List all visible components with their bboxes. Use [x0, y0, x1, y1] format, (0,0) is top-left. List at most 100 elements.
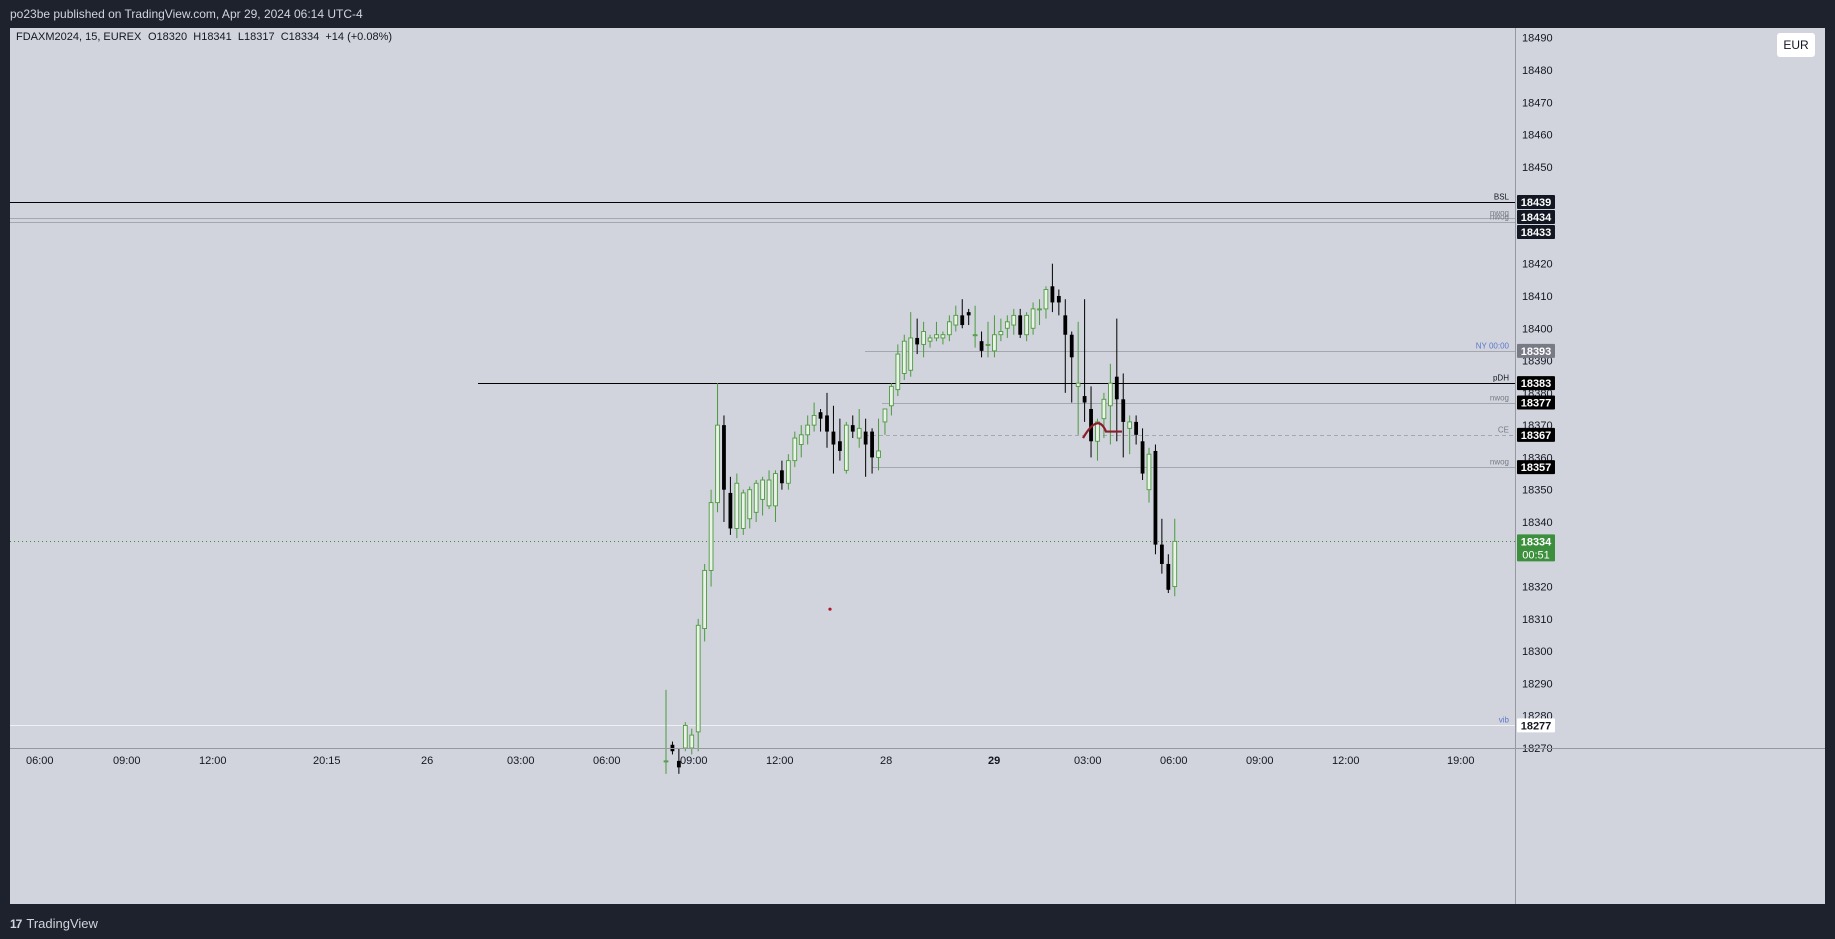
candle-up — [895, 353, 901, 391]
candle-up — [1030, 308, 1036, 329]
candle-down — [1018, 315, 1023, 335]
x-tick-label: 06:00 — [1160, 755, 1188, 767]
level-label: CE — [1498, 426, 1509, 435]
candle-up — [921, 331, 926, 345]
tradingview-logo[interactable]: 17 TradingView — [10, 916, 98, 931]
chart-panel[interactable]: BSL nwog nwog NY 00:00 pDH nwog CE nwog vib 1827… — [10, 28, 1825, 904]
level-label: nwog — [1490, 458, 1509, 467]
x-tick-label: 28 — [880, 755, 892, 767]
price-label-bg — [1517, 376, 1555, 391]
candle-down — [1159, 544, 1164, 564]
candle-up — [972, 334, 978, 337]
price-label: 18367 — [1521, 430, 1552, 442]
candle-down — [1089, 408, 1093, 442]
candle-up — [786, 460, 791, 484]
candle-down — [1069, 334, 1074, 358]
price-label-bg — [1517, 395, 1555, 410]
price-label-bg — [1517, 225, 1555, 239]
candle-up — [1075, 382, 1081, 387]
candle-up — [1108, 382, 1113, 407]
x-tick-label: 03:00 — [507, 755, 535, 767]
y-tick-label: 18310 — [1522, 614, 1553, 626]
candle-up — [882, 408, 888, 423]
x-tick-label: 12:00 — [766, 755, 794, 767]
candle-down — [870, 431, 874, 458]
price-label: 18377 — [1521, 398, 1552, 410]
publish-bar: po23be published on TradingView.com, Apr… — [0, 0, 1835, 28]
price-label: 18433 — [1521, 227, 1552, 239]
currency-button[interactable]: EUR — [1777, 33, 1815, 57]
candle-up — [992, 334, 997, 352]
brand-name: TradingView — [26, 916, 98, 931]
x-tick-label: 06:00 — [593, 755, 621, 767]
candle-down — [728, 492, 733, 529]
tv-logo-icon: 17 — [10, 916, 22, 931]
candle-up — [856, 427, 862, 439]
candle-down — [1050, 286, 1055, 303]
candle-up — [1095, 421, 1100, 442]
x-tick-label: 03:00 — [1074, 755, 1102, 767]
candle-up — [1146, 453, 1152, 491]
legend-ohlc: O18320 H18341 L18317 C18334 +14 (+0.08%) — [148, 31, 392, 43]
candle-up — [947, 321, 952, 336]
x-tick-label: 09:00 — [680, 755, 708, 767]
candle-up — [792, 437, 798, 462]
price-label: 18277 — [1521, 720, 1552, 732]
current-price-label: 18334 — [1521, 536, 1552, 548]
candle-up — [798, 434, 804, 445]
candle-up — [682, 724, 688, 749]
candle-up — [715, 424, 720, 504]
candle-down — [831, 431, 836, 445]
y-tick-label: 18390 — [1522, 356, 1553, 368]
candle-down — [850, 425, 855, 432]
price-label-bg — [1517, 460, 1555, 475]
x-tick-label: 12:00 — [1332, 755, 1360, 767]
level-label: nwog — [1490, 213, 1509, 222]
legend-symbol[interactable]: FDAXM2024, 15, EUREX — [16, 31, 142, 43]
candle-down — [1140, 441, 1145, 474]
price-axis[interactable]: 1827018280182901830018310183201833018340… — [1515, 28, 1825, 904]
y-tick-label: 18350 — [1522, 485, 1553, 497]
x-tick-label: 19:00 — [1447, 755, 1475, 767]
price-label: 18434 — [1521, 212, 1552, 224]
x-tick-label: 09:00 — [1246, 755, 1274, 767]
candle-down — [1153, 450, 1158, 545]
candle-down — [863, 431, 868, 445]
x-tick-label: 20:15 — [313, 755, 341, 767]
candle-up — [927, 337, 933, 342]
level-label: nwog — [1490, 394, 1509, 403]
candle-down — [1056, 295, 1061, 303]
y-tick-label: 18450 — [1522, 162, 1553, 174]
annotations — [828, 422, 1122, 611]
candle-down — [818, 412, 823, 419]
candle-up — [1011, 314, 1017, 326]
candle-down — [1114, 376, 1119, 400]
price-label: 18439 — [1521, 197, 1552, 209]
candle-down — [915, 337, 920, 345]
y-tick-label: 18470 — [1522, 97, 1553, 109]
countdown-label: 00:51 — [1522, 549, 1550, 561]
price-label-bg — [1517, 718, 1555, 733]
y-tick-label: 18400 — [1522, 323, 1553, 335]
level-label: BSL — [1494, 193, 1510, 202]
candle-up — [1037, 308, 1042, 311]
candle-down — [676, 760, 681, 768]
candle-up — [1127, 421, 1133, 429]
time-axis[interactable]: 06:00 09:00 12:00 20:15 26 03:00 06:00 09:00 12:… — [10, 748, 1825, 768]
candle-up — [773, 473, 778, 507]
price-label: 18357 — [1521, 462, 1552, 474]
candle-down — [1121, 399, 1126, 422]
candle-up — [953, 314, 959, 326]
price-label-bg — [1517, 427, 1555, 442]
y-tick-label: 18480 — [1522, 65, 1553, 77]
candle-up — [940, 334, 946, 339]
x-tick-label: 12:00 — [199, 755, 227, 767]
y-tick-label: 18290 — [1522, 678, 1553, 690]
candle-up — [805, 424, 811, 436]
candle-up — [663, 760, 669, 763]
candle-down — [1063, 315, 1068, 335]
candle-up — [734, 482, 740, 529]
candle-down — [837, 441, 842, 451]
x-tick-label: 09:00 — [113, 755, 141, 767]
